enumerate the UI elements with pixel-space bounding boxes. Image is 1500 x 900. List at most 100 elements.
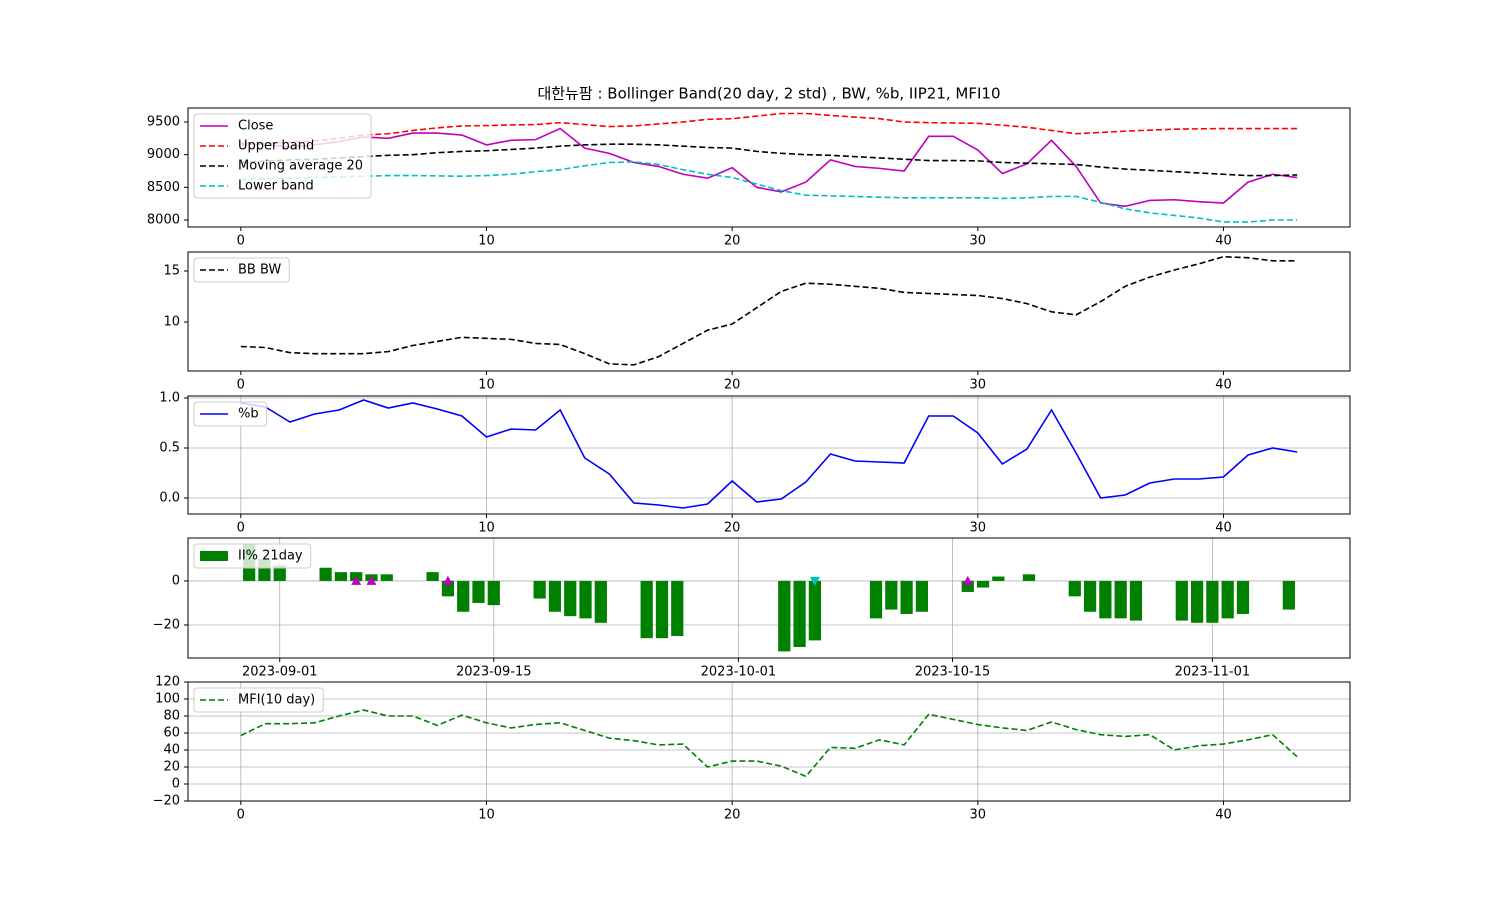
bar [533, 580, 546, 599]
bar [1068, 580, 1081, 597]
y-tick-label: 0.5 [159, 441, 180, 456]
y-tick-label: 15 [163, 263, 180, 278]
legend: MFI(10 day) [193, 687, 324, 713]
plot-frame [187, 107, 1351, 228]
y-tick-label: −20 [153, 794, 180, 809]
bar [655, 580, 669, 639]
y-tick-label: 0 [172, 573, 180, 588]
y-tick-label: 60 [163, 726, 180, 741]
bar [472, 580, 485, 603]
bar [1190, 580, 1204, 623]
x-tick-label: 40 [1215, 808, 1232, 823]
x-tick-label: 2023-11-01 [1175, 665, 1251, 680]
line-series [240, 399, 1298, 509]
x-tick-label: 30 [970, 378, 987, 393]
y-tick-label: 9500 [147, 114, 180, 129]
legend-label: II% 21day [238, 549, 303, 564]
x-tick-label: 20 [724, 521, 741, 536]
x-tick-label: 20 [724, 234, 741, 249]
bar [793, 580, 806, 647]
y-tick-label: −20 [153, 617, 180, 632]
y-tick-label: 120 [155, 675, 180, 690]
line-series [240, 112, 1298, 146]
x-tick-label: 30 [970, 521, 987, 536]
legend-label: Upper band [238, 139, 314, 154]
legend-label: BB BW [238, 263, 281, 278]
bar [900, 580, 913, 614]
bar [1083, 580, 1097, 612]
chart-title: 대한뉴팜 : Bollinger Band(20 day, 2 std) , B… [537, 85, 1000, 103]
legend-box [193, 687, 324, 713]
bar [380, 574, 393, 581]
x-tick-label: 2023-10-15 [915, 665, 991, 680]
bar [334, 572, 348, 581]
x-tick-label: 10 [478, 521, 495, 536]
x-tick-label: 0 [237, 378, 245, 393]
bar [671, 580, 684, 636]
line-series [240, 709, 1298, 778]
bar [1114, 580, 1127, 619]
y-tick-label: 8500 [147, 180, 180, 195]
line-series [240, 143, 1298, 177]
y-tick-label: 9000 [147, 147, 180, 162]
legend-label: %b [238, 407, 259, 422]
legend: BB BW [193, 257, 290, 283]
bar [487, 580, 500, 606]
x-tick-label: 0 [237, 808, 245, 823]
bar [1282, 580, 1295, 610]
y-tick-label: 1.0 [159, 391, 180, 406]
x-tick-label: 30 [970, 808, 987, 823]
bar [915, 580, 929, 612]
y-tick-label: 0.0 [159, 491, 180, 506]
legend-label: MFI(10 day) [238, 693, 315, 708]
bar [976, 580, 990, 588]
bar [1206, 580, 1219, 623]
legend-label: Lower band [238, 179, 314, 194]
legend-label: Close [238, 119, 273, 134]
legend: Close Upper band Moving average 20 Lower ba… [193, 113, 372, 199]
y-tick-label: 8000 [147, 213, 180, 228]
bar [1221, 580, 1234, 619]
x-tick-label: 20 [724, 378, 741, 393]
bar [579, 580, 592, 619]
x-tick-label: 40 [1215, 378, 1232, 393]
signal-marker [366, 575, 377, 585]
bar [992, 576, 1005, 581]
y-tick-label: 80 [163, 709, 180, 724]
x-tick-label: 0 [237, 234, 245, 249]
x-tick-label: 0 [237, 521, 245, 536]
x-tick-label: 40 [1215, 234, 1232, 249]
y-tick-label: 20 [163, 760, 180, 775]
bar [640, 580, 653, 639]
bar [564, 580, 577, 617]
signal-marker [351, 575, 362, 585]
x-tick-label: 10 [478, 808, 495, 823]
bar [457, 580, 470, 612]
signal-marker [809, 576, 820, 586]
bar [778, 580, 791, 652]
x-tick-label: 2023-09-15 [456, 665, 532, 680]
legend-swatch [200, 551, 228, 561]
line-series [240, 127, 1298, 208]
bar [1022, 574, 1036, 581]
legend: II% 21day [193, 543, 312, 569]
bar [808, 580, 821, 641]
bar [961, 580, 974, 592]
bar [885, 580, 898, 610]
bar [869, 580, 883, 619]
bar [319, 567, 332, 581]
bar [273, 565, 286, 581]
line-series [240, 161, 1298, 223]
plot-frame [187, 537, 1351, 659]
line-series [240, 255, 1298, 366]
signal-marker [442, 575, 453, 585]
legend-box [193, 543, 312, 569]
bar [1236, 580, 1250, 614]
y-tick-label: 0 [172, 777, 180, 792]
plot-frame [187, 251, 1351, 372]
x-tick-label: 30 [970, 234, 987, 249]
y-tick-label: 40 [163, 743, 180, 758]
x-tick-label: 2023-10-01 [701, 665, 777, 680]
